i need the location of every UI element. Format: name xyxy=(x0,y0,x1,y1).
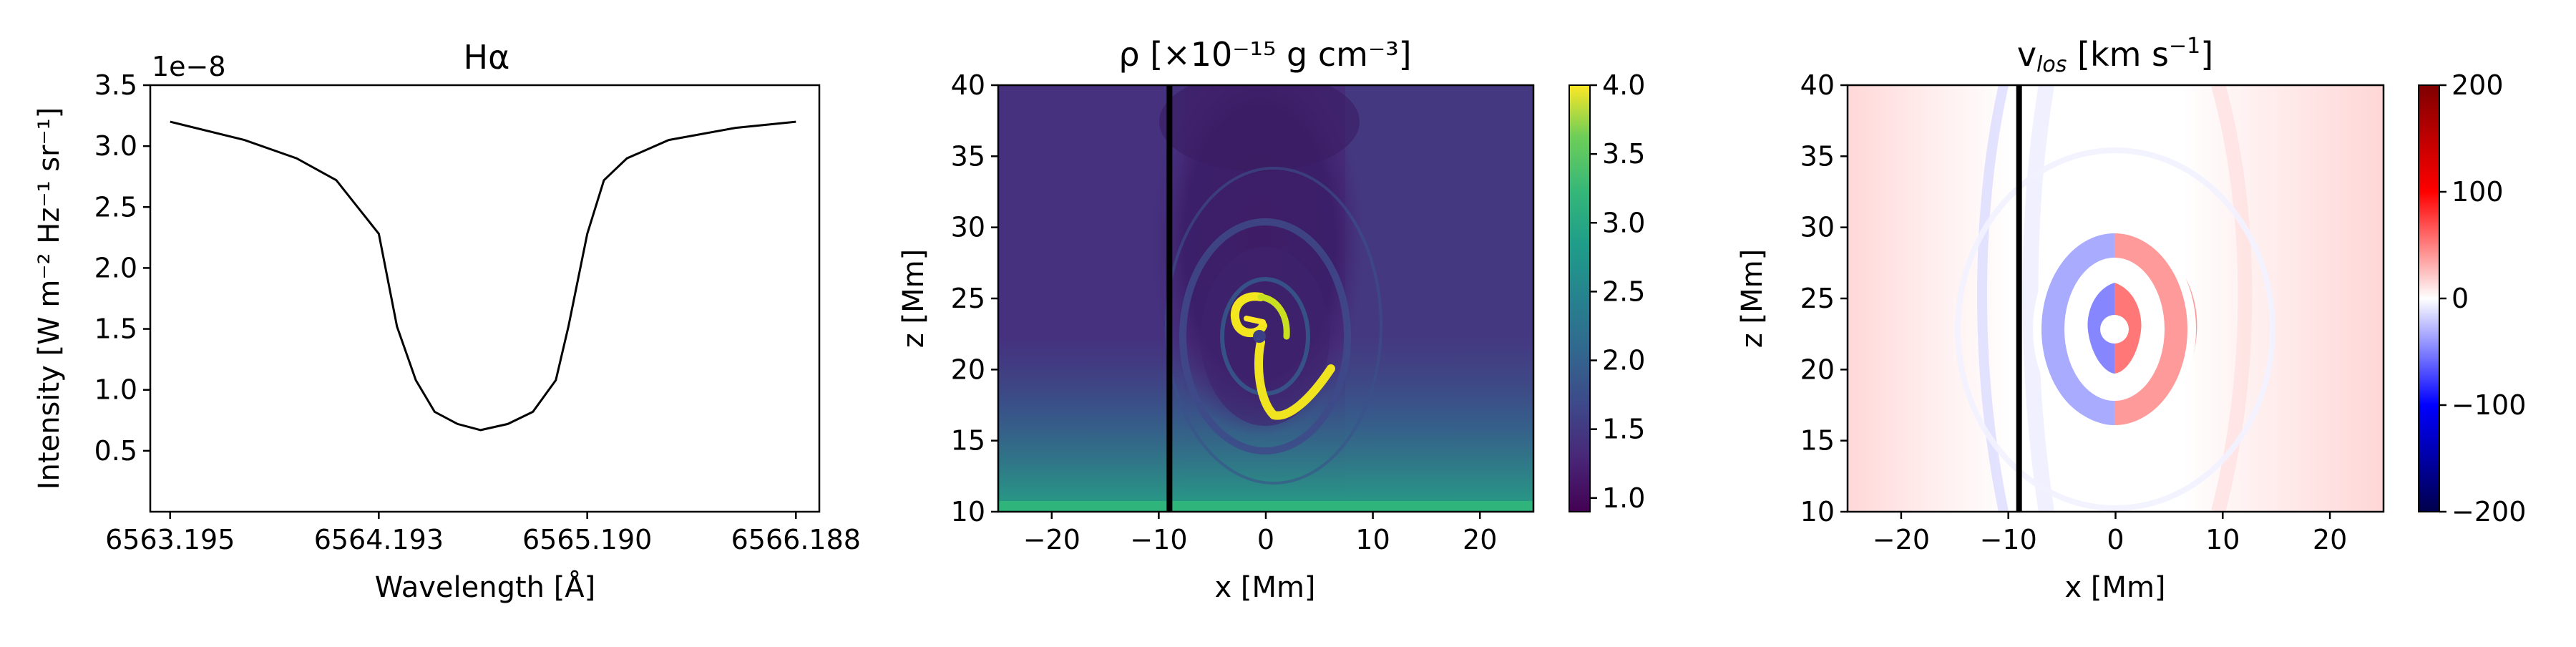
x-tick-label: 20 xyxy=(2313,524,2347,555)
y-tick-label: 20 xyxy=(1800,354,1835,385)
y-tick-label: 25 xyxy=(951,283,985,314)
velocity-title: vlos [km s−1] xyxy=(2017,34,2213,77)
velocity-heatmap xyxy=(1848,85,2384,512)
density-y-label: z [Mm] xyxy=(897,249,930,348)
y-tick-label: 2.0 xyxy=(94,252,137,283)
velocity-x-ticks: −20 −10 0 10 20 xyxy=(1873,512,2347,555)
y-tick-label: 10 xyxy=(951,496,985,527)
x-tick-label: −10 xyxy=(1980,524,2037,555)
density-colorbar-ticks: 1.0 1.5 2.0 2.5 3.0 3.5 4.0 xyxy=(1590,69,1645,514)
density-x-ticks: −20 −10 0 10 20 xyxy=(1023,512,1497,555)
y-tick-label: 25 xyxy=(1800,283,1835,314)
x-tick-label: 20 xyxy=(1463,524,1497,555)
y-tick-label: 10 xyxy=(1800,496,1835,527)
halpha-title: Hα xyxy=(464,38,510,77)
y-tick-label: 35 xyxy=(1800,140,1835,172)
colorbar-tick-label: 4.0 xyxy=(1602,69,1645,101)
colorbar-tick-label: −100 xyxy=(2451,389,2526,421)
velocity-y-ticks: 10 15 20 25 30 35 40 xyxy=(1800,69,1848,527)
colorbar-tick-label: 2.0 xyxy=(1602,345,1645,376)
x-tick-label: 6565.190 xyxy=(522,524,652,555)
y-tick-label: 3.5 xyxy=(94,69,137,101)
y-tick-label: 20 xyxy=(951,354,985,385)
x-tick-label: −20 xyxy=(1023,524,1080,555)
x-tick-label: −10 xyxy=(1130,524,1187,555)
colorbar-tick-label: 0 xyxy=(2451,283,2469,314)
density-panel: ρ [×10⁻¹⁵ g cm⁻³] 10 15 20 25 30 35 40 −20 −10 0… xyxy=(897,35,1645,604)
velocity-colorbar xyxy=(2418,84,2440,512)
colorbar-tick-label: 2.5 xyxy=(1602,276,1645,307)
y-tick-label: 40 xyxy=(1800,69,1835,101)
y-tick-label: 15 xyxy=(1800,425,1835,457)
y-tick-label: 1.5 xyxy=(94,313,137,345)
x-tick-label: 0 xyxy=(1257,524,1274,555)
y-offset-label: 1e−8 xyxy=(152,51,226,82)
x-tick-label: 10 xyxy=(1355,524,1390,555)
y-tick-label: 0.5 xyxy=(94,435,137,467)
y-tick-label: 30 xyxy=(1800,212,1835,243)
halpha-y-ticks: 0.5 1.0 1.5 2.0 2.5 3.0 3.5 xyxy=(94,69,150,467)
x-tick-label: 6563.195 xyxy=(105,524,235,555)
halpha-x-ticks: 6563.195 6564.193 6565.190 6566.188 xyxy=(105,512,861,555)
colorbar-tick-label: 100 xyxy=(2451,176,2504,208)
x-tick-label: 6564.193 xyxy=(314,524,444,555)
halpha-x-label: Wavelength [Å] xyxy=(375,570,596,604)
y-tick-label: 40 xyxy=(951,69,985,101)
y-tick-label: 15 xyxy=(951,425,985,457)
velocity-colorbar-ticks: −200 −100 0 100 200 xyxy=(2439,69,2526,527)
x-tick-label: 0 xyxy=(2107,524,2124,555)
colorbar-tick-label: −200 xyxy=(2451,496,2526,527)
density-heatmap xyxy=(998,85,1533,512)
y-tick-label: 2.5 xyxy=(94,191,137,223)
density-colorbar xyxy=(1568,84,1591,512)
colorbar-tick-label: 3.5 xyxy=(1602,138,1645,170)
x-tick-label: 10 xyxy=(2205,524,2240,555)
colorbar-tick-label: 3.0 xyxy=(1602,207,1645,238)
velocity-y-label: z [Mm] xyxy=(1736,249,1769,348)
colorbar-tick-label: 1.0 xyxy=(1602,482,1645,514)
density-x-label: x [Mm] xyxy=(1214,571,1315,604)
y-tick-label: 3.0 xyxy=(94,130,137,162)
colorbar-tick-label: 1.5 xyxy=(1602,414,1645,445)
y-tick-label: 35 xyxy=(951,140,985,172)
colorbar-tick-label: 200 xyxy=(2451,69,2504,101)
x-tick-label: 6566.188 xyxy=(731,524,861,555)
x-tick-label: −20 xyxy=(1873,524,1930,555)
halpha-plot-frame xyxy=(149,84,821,513)
velocity-x-label: x [Mm] xyxy=(2064,571,2165,604)
halpha-y-label: Intensity [W m⁻² Hz⁻¹ sr⁻¹] xyxy=(33,107,66,490)
halpha-line-series xyxy=(170,120,796,432)
density-title: ρ [×10⁻¹⁵ g cm⁻³] xyxy=(1118,35,1411,74)
y-tick-label: 30 xyxy=(951,212,985,243)
density-y-ticks: 10 15 20 25 30 35 40 xyxy=(951,69,998,527)
halpha-line-panel: Hα 1e−8 0.51.01.52.02.53.03.5 6563.195 65… xyxy=(33,38,861,604)
y-tick-label: 1.0 xyxy=(94,374,137,406)
